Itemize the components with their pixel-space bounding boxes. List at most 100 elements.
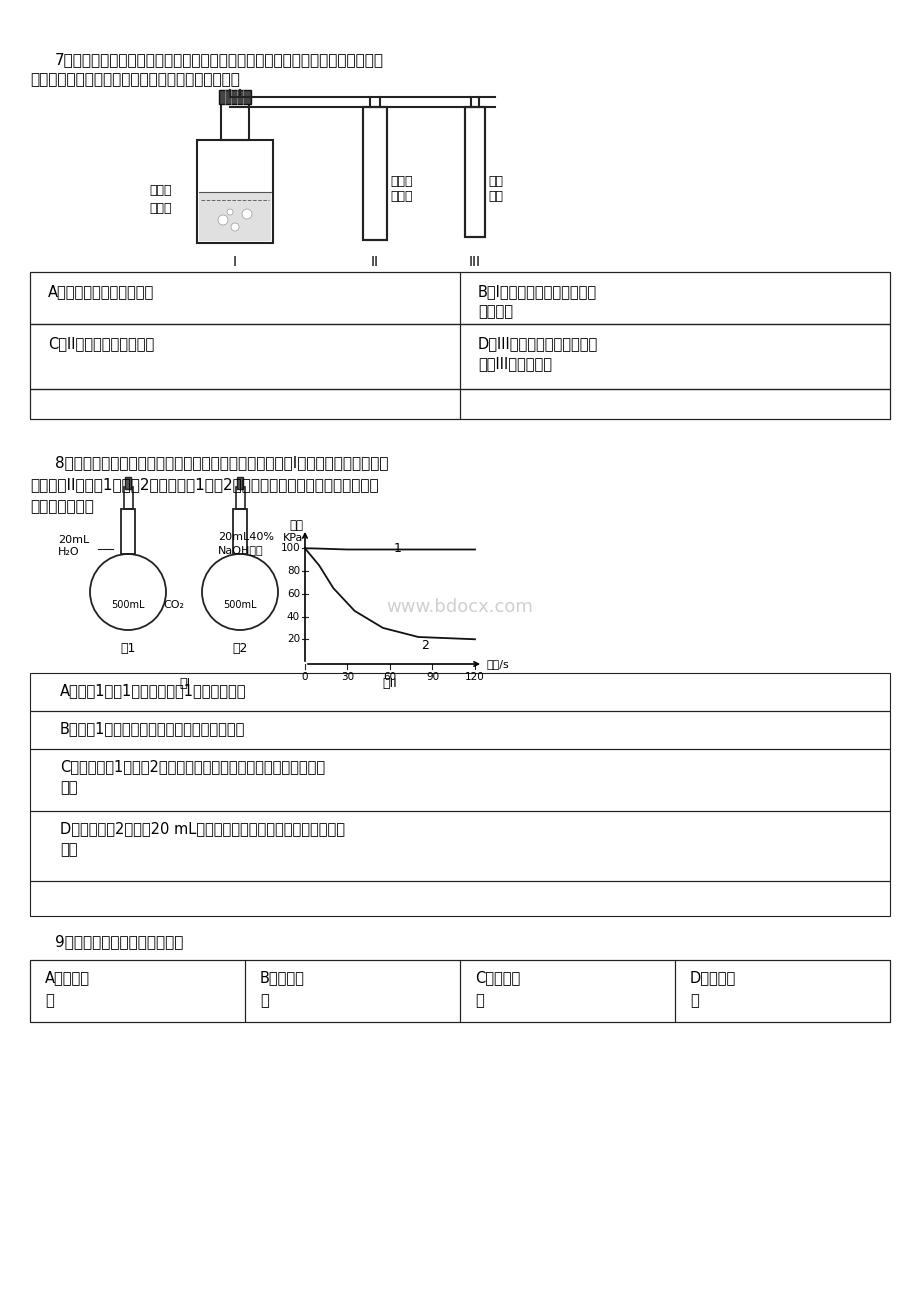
Text: B．曲线1不能说明水和二氧化碳发生化学反应: B．曲线1不能说明水和二氧化碳发生化学反应 <box>60 721 245 736</box>
Text: II: II <box>370 255 379 270</box>
Bar <box>464 107 484 237</box>
Bar <box>363 107 387 240</box>
Text: 40: 40 <box>287 612 300 621</box>
Text: CO₂: CO₂ <box>163 600 184 611</box>
Bar <box>121 509 135 553</box>
Text: 1: 1 <box>393 542 402 555</box>
Bar <box>219 90 251 104</box>
Bar <box>460 324 889 389</box>
Text: D．海水晒: D．海水晒 <box>689 970 735 986</box>
Bar <box>30 272 459 324</box>
Bar <box>124 487 133 509</box>
Text: KPa: KPa <box>282 533 302 543</box>
Text: 90: 90 <box>425 672 438 682</box>
Circle shape <box>242 210 252 219</box>
Text: 用: 用 <box>474 993 483 1008</box>
Text: 20mL: 20mL <box>58 535 89 546</box>
Text: 但第III步是多余的: 但第III步是多余的 <box>478 355 551 371</box>
Bar <box>460 389 889 419</box>
Text: 2: 2 <box>421 639 429 652</box>
Text: B．石蜡熔: B．石蜡熔 <box>260 970 304 986</box>
Bar <box>221 102 249 141</box>
Text: 500mL: 500mL <box>223 600 256 611</box>
Text: 密性合格后进行实验。下列说法中，不正确的是（）: 密性合格后进行实验。下列说法中，不正确的是（） <box>30 72 240 87</box>
Text: D．III中紫色石蕊试液变红，: D．III中紫色石蕊试液变红， <box>478 336 597 352</box>
Bar <box>367 111 382 236</box>
Bar <box>30 324 889 389</box>
Text: NaOH溶液: NaOH溶液 <box>218 546 264 555</box>
Text: C．II中澄清石灰水变浑浊: C．II中澄清石灰水变浑浊 <box>48 336 154 352</box>
Text: 9．下列变化属于化学变化的是: 9．下列变化属于化学变化的是 <box>55 934 183 949</box>
Text: 60: 60 <box>287 589 300 599</box>
Text: C．对比曲线1和曲线2可知，二氧化碳和氢氧化钠一定发生了化学: C．对比曲线1和曲线2可知，二氧化碳和氢氧化钠一定发生了化学 <box>60 759 324 773</box>
Bar <box>460 272 889 324</box>
Bar <box>469 111 481 233</box>
Bar <box>30 960 889 1022</box>
Text: 图I: 图I <box>179 677 190 690</box>
Circle shape <box>202 553 278 630</box>
Text: 时间/s: 时间/s <box>486 659 509 669</box>
Circle shape <box>227 210 233 215</box>
Bar <box>233 509 246 553</box>
Text: 100: 100 <box>280 543 300 553</box>
Text: 试液: 试液 <box>487 190 503 203</box>
Text: www.bdocx.com: www.bdocx.com <box>386 598 533 616</box>
Text: 图II: 图II <box>382 677 397 690</box>
Bar <box>30 673 889 711</box>
Text: 方案，图II中曲线1和曲线2分别表示瓶1和瓶2内气压随时间的变化趋势。下列说法: 方案，图II中曲线1和曲线2分别表示瓶1和瓶2内气压随时间的变化趋势。下列说法 <box>30 477 379 492</box>
Text: 石灰水: 石灰水 <box>390 190 412 203</box>
Text: 压强: 压强 <box>289 519 302 533</box>
Text: 澄　清: 澄 清 <box>390 174 412 187</box>
Text: D．继续向瓶2中注入20 mL稀盐酸，瓶内的气压一定能恢复到起始: D．继续向瓶2中注入20 mL稀盐酸，瓶内的气压一定能恢复到起始 <box>60 822 345 836</box>
Bar <box>197 141 273 243</box>
Text: B．I中鸡蛋壳逐渐溶解，产生: B．I中鸡蛋壳逐渐溶解，产生 <box>478 284 596 299</box>
Text: 瓶2: 瓶2 <box>233 642 247 655</box>
Text: 石蕊: 石蕊 <box>487 174 503 187</box>
Bar <box>30 324 459 389</box>
Bar <box>125 477 130 490</box>
Circle shape <box>90 553 165 630</box>
Text: A．鸡蛋壳发生了分解反应: A．鸡蛋壳发生了分解反应 <box>48 284 154 299</box>
Bar <box>30 389 889 419</box>
Bar <box>30 272 889 324</box>
Text: 反应: 反应 <box>60 780 77 796</box>
Text: 500mL: 500mL <box>111 600 144 611</box>
Circle shape <box>231 223 239 230</box>
Bar <box>244 960 460 1022</box>
Text: 0: 0 <box>301 672 308 682</box>
Text: C．光合作: C．光合作 <box>474 970 519 986</box>
Bar <box>30 881 889 917</box>
Text: III: III <box>469 255 481 270</box>
Bar <box>30 749 889 811</box>
Text: I: I <box>233 255 237 270</box>
Text: H₂O: H₂O <box>58 547 80 557</box>
Text: 大量气泡: 大量气泡 <box>478 303 513 319</box>
Text: 20mL40%: 20mL40% <box>218 533 274 542</box>
Text: 化: 化 <box>260 993 268 1008</box>
Bar <box>199 191 271 241</box>
Text: 盐: 盐 <box>689 993 698 1008</box>
Bar <box>30 811 889 881</box>
Bar <box>363 107 387 240</box>
Text: 气压: 气压 <box>60 842 77 857</box>
Text: 20: 20 <box>287 634 300 644</box>
Bar <box>30 389 459 419</box>
Text: 7．某同学设计了如图所示实验，证明鸡蛋壳的主要成分是碳酸钙。经检验装置气: 7．某同学设计了如图所示实验，证明鸡蛋壳的主要成分是碳酸钙。经检验装置气 <box>55 52 383 66</box>
Bar <box>464 107 484 237</box>
Text: 120: 120 <box>465 672 484 682</box>
Text: 稀盐酸: 稀盐酸 <box>149 202 171 215</box>
Text: 瓶1: 瓶1 <box>120 642 135 655</box>
Text: 8．用气体压力传感器研究二氧化碳与氢氧化钠的反应。图I表示的是该实验的设计: 8．用气体压力传感器研究二氧化碳与氢氧化钠的反应。图I表示的是该实验的设计 <box>55 454 388 470</box>
Text: 80: 80 <box>287 566 300 575</box>
Text: 30: 30 <box>341 672 354 682</box>
Text: A．干冰升: A．干冰升 <box>45 970 90 986</box>
Bar <box>30 960 244 1022</box>
Text: 不正确的是（）: 不正确的是（） <box>30 499 94 514</box>
Text: 60: 60 <box>383 672 396 682</box>
Bar <box>237 477 243 490</box>
Circle shape <box>218 215 228 225</box>
Bar <box>675 960 889 1022</box>
Bar <box>30 711 889 749</box>
Bar <box>236 487 244 509</box>
Text: 华: 华 <box>45 993 53 1008</box>
